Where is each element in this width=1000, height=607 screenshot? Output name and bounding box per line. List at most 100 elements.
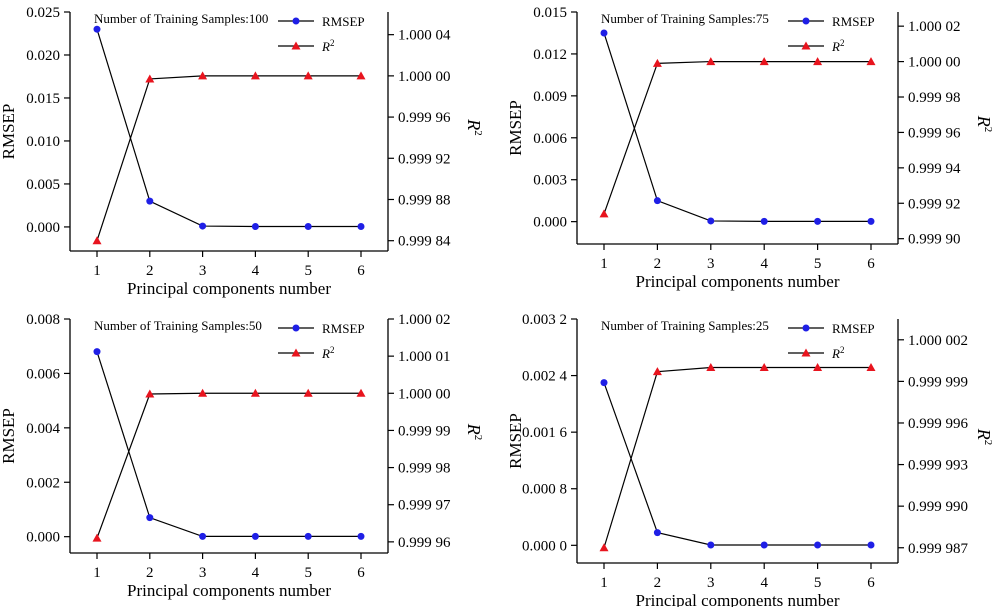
r2-point [866, 57, 876, 66]
right-tick-label: 1.000 02 [908, 19, 961, 35]
left-axis-label: RMSEP [506, 413, 525, 469]
r2-point [92, 236, 102, 245]
right-tick-label: 0.999 97 [398, 498, 451, 514]
right-tick-label: 0.999 993 [908, 458, 968, 474]
x-axis-label: Principal components number [636, 591, 840, 607]
legend-r2-text: R [831, 39, 840, 54]
legend-rmsep-marker [292, 324, 300, 332]
right-axis-label: R2 [464, 423, 484, 441]
left-tick-label: 0.006 [533, 131, 567, 147]
x-tick-label: 6 [357, 263, 365, 279]
x-tick-label: 6 [867, 575, 875, 591]
r2-point [599, 209, 609, 218]
rmsep-point [814, 217, 822, 225]
rmsep-point [867, 541, 875, 549]
rmsep-point [707, 217, 715, 225]
r2-point [303, 71, 313, 80]
rmsep-point [600, 29, 608, 37]
r2-point [145, 389, 155, 398]
right-tick-label: 1.000 002 [908, 333, 968, 349]
x-tick-label: 2 [654, 256, 662, 272]
left-tick-label: 0.006 [26, 366, 60, 382]
x-tick-label: 1 [600, 256, 608, 272]
left-tick-label: 0.015 [26, 91, 60, 107]
legend-r2-label: R2 [321, 345, 334, 361]
x-tick-label: 3 [707, 256, 715, 272]
left-tick-label: 0.012 [533, 47, 567, 63]
x-tick-label: 6 [357, 565, 365, 581]
legend-r2-label: R2 [831, 345, 844, 361]
x-tick-label: 1 [93, 565, 101, 581]
rmsep-point [304, 532, 312, 540]
right-tick-label: 0.999 990 [908, 499, 968, 515]
series-line-rmsep [96, 29, 361, 228]
legend-rmsep-marker [292, 17, 300, 25]
x-tick-label: 5 [814, 256, 822, 272]
rmsep-point [653, 529, 661, 537]
legend-rmsep-marker [802, 324, 810, 332]
chart-panel-4: 1 2 3 4 5 6 Principal components number 0.000 0… [506, 312, 994, 607]
legend-r2-marker [801, 348, 811, 357]
right-axis-label-text: R [974, 428, 994, 440]
right-axis-label-sup: 2 [472, 130, 484, 136]
right-axis-label-sup: 2 [472, 435, 484, 441]
series-line-rmsep [603, 32, 871, 222]
x-tick-label: 2 [146, 565, 154, 581]
left-tick-label: 0.003 [533, 173, 567, 189]
r2-point [813, 363, 823, 372]
right-tick-label: 0.999 98 [398, 461, 451, 477]
r2-point [356, 388, 366, 397]
left-tick-label: 0.015 [533, 5, 567, 21]
legend-r2-sup: 2 [840, 38, 845, 48]
r2-point [652, 58, 662, 67]
right-tick-label: 0.999 999 [908, 374, 968, 390]
rmsep-point [707, 541, 715, 549]
left-tick-label: 0.000 [26, 220, 60, 236]
x-tick-label: 5 [304, 263, 312, 279]
left-tick-label: 0.000 0 [522, 538, 567, 554]
rmsep-point [814, 541, 822, 549]
right-tick-label: 0.999 92 [398, 151, 451, 167]
rmsep-point [357, 532, 365, 540]
chart-title: Number of Training Samples:25 [601, 318, 769, 333]
legend-r2-label: R2 [831, 38, 844, 54]
left-tick-label: 0.020 [26, 48, 60, 64]
series-line-rmsep [96, 351, 361, 538]
r2-point [356, 71, 366, 80]
chart-panel-2: 1 2 3 4 5 6 Principal components number 0.000 0.… [506, 5, 994, 291]
r2-point [866, 363, 876, 372]
right-tick-label: 1.000 00 [908, 55, 961, 71]
left-tick-label: 0.000 8 [522, 482, 567, 498]
right-axis-label-text: R [464, 118, 484, 130]
right-tick-label: 0.999 84 [398, 234, 451, 250]
left-tick-label: 0.009 [533, 89, 567, 105]
right-tick-label: 1.000 04 [398, 28, 451, 44]
x-tick-label: 1 [600, 575, 608, 591]
rmsep-point [251, 532, 259, 540]
chart-panel-1: 1 2 3 4 5 6 Principal components number 0.000 0.… [0, 5, 484, 298]
rmsep-point [146, 514, 154, 522]
right-tick-label: 0.999 996 [908, 416, 969, 432]
r2-point [92, 533, 102, 542]
right-tick-label: 1.000 02 [398, 312, 451, 328]
x-tick-label: 3 [199, 263, 207, 279]
right-tick-label: 0.999 90 [908, 232, 961, 248]
x-tick-label: 4 [760, 256, 768, 272]
right-axis-label: R2 [464, 118, 484, 136]
rmsep-point [760, 217, 768, 225]
series-line-r2 [96, 392, 361, 539]
left-tick-label: 0.004 [26, 421, 60, 437]
chart-panel-3: 1 2 3 4 5 6 Principal components number 0.000 0.… [0, 312, 484, 600]
legend-r2-marker [291, 348, 301, 357]
r2-point [145, 74, 155, 83]
series-line-r2 [96, 75, 361, 241]
r2-point [250, 388, 260, 397]
x-tick-label: 3 [707, 575, 715, 591]
x-tick-label: 5 [814, 575, 822, 591]
x-tick-label: 3 [199, 565, 207, 581]
right-axis-label: R2 [974, 428, 994, 446]
r2-point [813, 57, 823, 66]
right-axis-label-text: R [464, 423, 484, 435]
left-tick-label: 0.010 [26, 134, 60, 150]
